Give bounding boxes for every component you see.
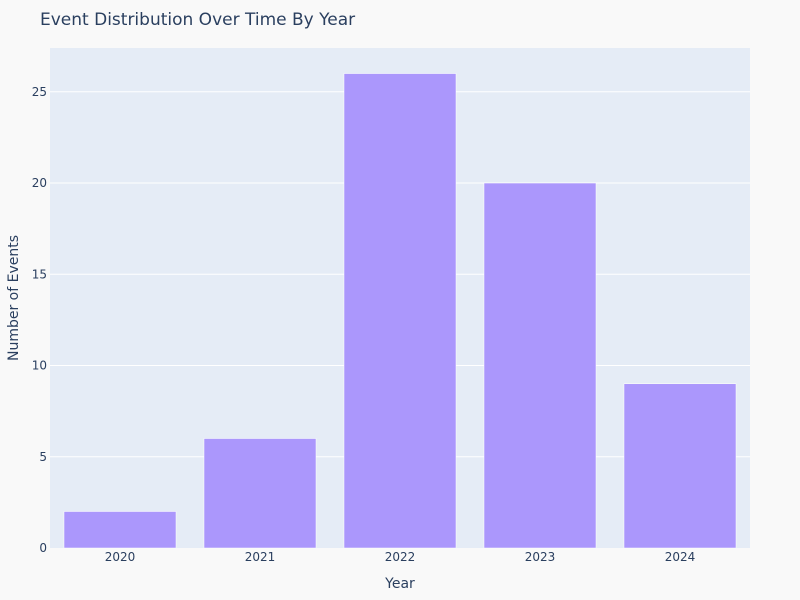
x-tick-label: 2022: [385, 550, 416, 564]
bar-2022: [343, 73, 457, 549]
bar-2020: [63, 511, 177, 549]
y-tick-label: 15: [32, 267, 47, 281]
y-tick-label: 0: [39, 541, 47, 555]
bar-2021: [203, 438, 317, 549]
chart-title: Event Distribution Over Time By Year: [40, 10, 355, 30]
y-tick-label: 5: [39, 450, 47, 464]
y-tick-label: 25: [32, 85, 47, 99]
bar-2023: [483, 182, 597, 549]
x-tick-label: 2024: [665, 550, 696, 564]
y-axis-label: Number of Events: [6, 235, 22, 361]
y-axis-ticks: 0 5 10 15 20 25: [32, 85, 47, 555]
x-tick-label: 2023: [525, 550, 556, 564]
x-tick-label: 2021: [245, 550, 276, 564]
x-axis-label: Year: [384, 576, 415, 592]
y-tick-label: 20: [32, 176, 47, 190]
bar-2024: [623, 383, 737, 549]
x-axis-ticks: 2020 2021 2022 2023 2024: [105, 550, 696, 564]
bars: [63, 73, 737, 549]
x-tick-label: 2020: [105, 550, 136, 564]
y-tick-label: 10: [32, 359, 47, 373]
